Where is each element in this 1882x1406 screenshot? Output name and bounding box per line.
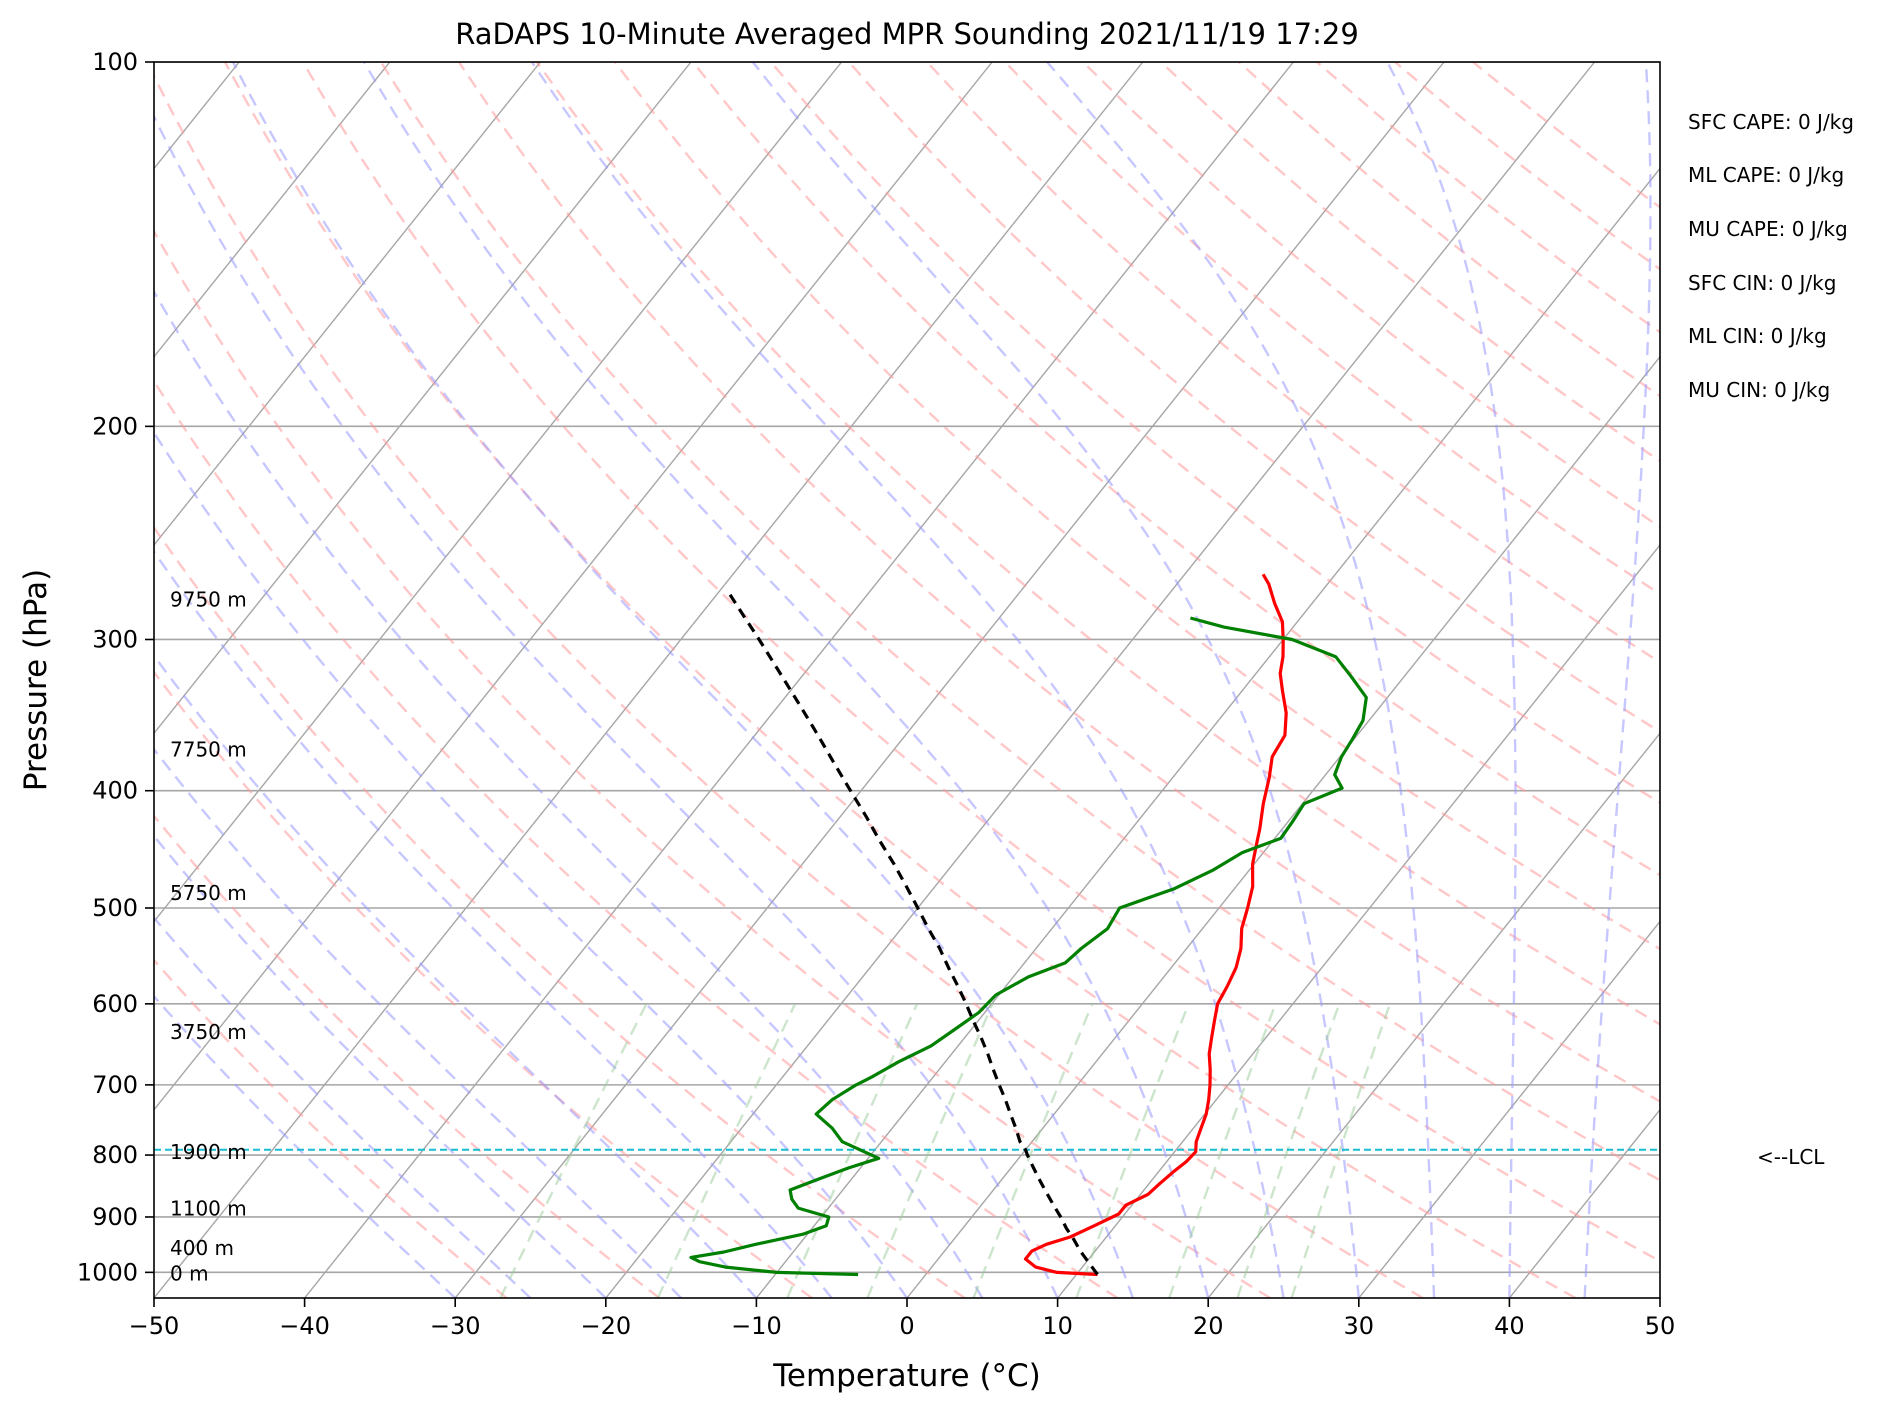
dry-adiabat-line [926,62,1660,664]
moist-adiabat-line [154,549,833,1298]
isotherm-line [454,62,1445,1298]
isotherm-line [1358,920,1660,1298]
ml-cin-stat: ML CIN: 0 J/kg [1688,324,1827,348]
chart-title: RaDAPS 10-Minute Averaged MPR Sounding 2… [455,17,1359,51]
mixing-ratio-line [499,1003,648,1298]
plot-background [154,62,1660,1298]
isotherm-line [906,355,1660,1298]
height-label: 5750 m [170,881,247,905]
dry-adiabat-line [154,958,508,1298]
isotherm-line [154,62,993,1111]
dewpoint-profile [689,616,1368,1277]
moist-adiabat-line [154,289,984,1298]
isotherm-line [605,62,1596,1298]
mixing-ratio-line [1236,1003,1341,1298]
moist-adiabat-line [751,62,1360,1298]
height-label: 400 m [170,1236,234,1260]
y-axis-label: Pressure (hPa) [18,569,54,791]
moist-adiabat-line [1583,62,1652,1298]
mixing-ratio-line [972,1003,1094,1298]
y-tick-label: 900 [92,1203,138,1231]
x-tick-label: −30 [430,1312,481,1340]
mixing-ratio-line [1168,1003,1277,1298]
ml-cape-stat: ML CAPE: 0 J/kg [1688,163,1845,187]
x-tick-label: −50 [129,1312,180,1340]
y-tick-label: 100 [92,48,138,76]
x-tick-label: −10 [731,1312,782,1340]
moist-adiabat-line [530,62,1285,1298]
x-axis-label: Temperature (°C) [772,1358,1041,1394]
sfc-cin-stat: SFC CIN: 0 J/kg [1688,271,1837,295]
dry-adiabat-line [154,73,1424,1298]
sfc-cape-stat: SFC CAPE: 0 J/kg [1688,110,1854,134]
moist-adiabat-line [154,430,908,1298]
dry-adiabat-line [848,62,1660,734]
y-tick-label: 700 [92,1071,138,1099]
dry-adiabat-line [301,62,1660,1263]
lcl-label: <--LCL [1757,1145,1825,1169]
moist-adiabat-line [154,653,758,1298]
y-tick-label: 600 [92,990,138,1018]
height-labels: 9750 m 7750 m 5750 m 3750 m 1900 m 1100 m 400 … [170,587,247,1285]
sounding-profiles [689,573,1368,1277]
dry-adiabat-line [154,228,1271,1298]
isotherm-line [154,62,1144,1298]
dry-adiabat-line [457,62,1660,1103]
axes: −50 −40 −30 −20 −10 0 10 20 30 40 50 100 200 300 400 50… [77,48,1675,1340]
x-tick-label: 50 [1645,1312,1676,1340]
parcel-profile [728,592,1099,1276]
dry-adiabat-line [154,814,661,1298]
x-tick-label: 0 [899,1312,914,1340]
moist-adiabat-line [1046,62,1436,1298]
height-label: 9750 m [170,587,247,611]
dry-adiabat-line [769,62,1660,805]
x-tick-label: 20 [1193,1312,1224,1340]
dry-adiabat-line [223,62,1577,1298]
temperature-profile [1023,573,1288,1277]
x-tick-label: 10 [1042,1312,1073,1340]
dry-adiabat-line [154,378,1119,1298]
y-tick-label: 500 [92,894,138,922]
moist-adiabat-line [154,834,607,1298]
isotherm-line [1659,1296,1660,1298]
x-tick-label: −40 [279,1312,330,1340]
height-label: 1900 m [170,1140,247,1164]
y-tick-label: 300 [92,625,138,653]
isotherm-line [154,62,541,547]
y-tick-label: 400 [92,777,138,805]
isotherm-line [1207,732,1660,1298]
mu-cin-stat: MU CIN: 0 J/kg [1688,378,1831,402]
x-tick-label: 30 [1344,1312,1375,1340]
mixing-ratio-line [866,1003,994,1298]
moist-adiabat-line [362,62,1210,1298]
background-lines [154,62,1660,1298]
mu-cape-stat: MU CAPE: 0 J/kg [1688,217,1848,241]
moist-adiabat-line [154,916,532,1298]
moist-adiabat-line [154,747,682,1298]
height-label: 1100 m [170,1197,247,1221]
mixing-ratio-line [656,1003,797,1298]
x-tick-label: −20 [580,1312,631,1340]
moist-adiabat-line [154,114,1059,1298]
height-label: 3750 m [170,1020,247,1044]
y-tick-label: 800 [92,1141,138,1169]
height-label: 7750 m [170,738,247,762]
y-tick-label: 1000 [77,1258,138,1286]
dry-adiabat-line [1004,62,1660,596]
isotherm-line [154,62,843,923]
isotherm-line [1057,543,1660,1298]
isotherm-line [154,62,692,735]
moist-adiabat-line [1386,62,1517,1298]
dry-adiabat-line [379,62,1660,1182]
isotherm-line [154,62,391,358]
height-label: 0 m [170,1261,209,1285]
mixing-ratio-line [1290,1003,1392,1298]
isotherm-line [755,167,1660,1298]
mixing-ratio-line [1075,1003,1190,1298]
dry-adiabat-line [535,62,1660,1026]
y-tick-label: 200 [92,412,138,440]
moist-adiabat-line [231,62,1135,1298]
x-tick-label: 40 [1494,1312,1525,1340]
